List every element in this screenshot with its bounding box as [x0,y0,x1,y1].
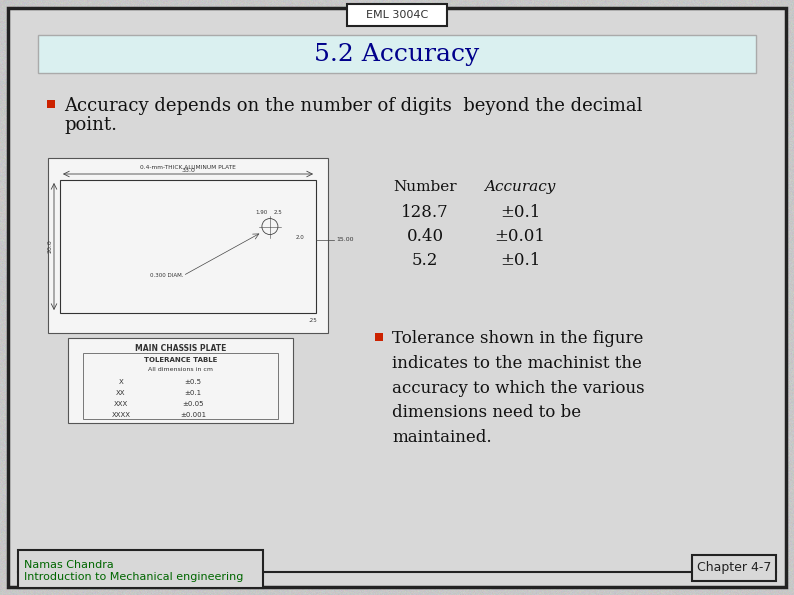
Text: 1.90: 1.90 [256,209,268,215]
Bar [375,333,383,341]
Text: 128.7: 128.7 [401,204,449,221]
Text: ±0.01: ±0.01 [495,228,545,245]
Text: 2.5: 2.5 [274,209,283,215]
Text: ±0.5: ±0.5 [184,379,202,385]
Bar [60,180,316,313]
Text: EML 3004C: EML 3004C [366,10,428,20]
Text: All dimensions in cm: All dimensions in cm [148,367,213,372]
Text: TOLERANCE TABLE: TOLERANCE TABLE [144,357,218,363]
Text: Number: Number [393,180,457,194]
Text: MAIN CHASSIS PLATE: MAIN CHASSIS PLATE [135,344,226,353]
Text: point.: point. [64,116,117,134]
Bar [18,550,263,588]
Text: Chapter 4-7: Chapter 4-7 [697,562,771,575]
Text: 0.300 DIAM.: 0.300 DIAM. [149,273,183,278]
Text: 15.00: 15.00 [336,237,353,242]
Text: ±0.05: ±0.05 [183,401,204,407]
Text: .25: .25 [309,318,318,323]
Bar [68,338,293,423]
Text: Introduction to Mechanical engineering: Introduction to Mechanical engineering [24,572,244,582]
Text: 2.0: 2.0 [295,234,304,240]
Text: XX: XX [116,390,125,396]
Bar [47,100,55,108]
Bar [38,35,756,73]
Text: Tolerance shown in the figure
indicates to the machinist the
accuracy to which t: Tolerance shown in the figure indicates … [392,330,645,446]
Text: 5.2: 5.2 [412,252,438,269]
Text: XXXX: XXXX [111,412,130,418]
Text: Accuracy depends on the number of digits  beyond the decimal: Accuracy depends on the number of digits… [64,97,642,115]
Text: X: X [118,379,123,385]
Bar [347,4,447,26]
Bar [48,158,328,333]
Text: 0.4-mm-THICK ALUMINUM PLATE: 0.4-mm-THICK ALUMINUM PLATE [140,165,236,170]
Text: 33.0: 33.0 [181,168,195,173]
Text: ±0.1: ±0.1 [499,204,540,221]
Bar [692,555,776,581]
Text: Accuracy: Accuracy [484,180,556,194]
Bar [83,353,278,419]
Text: Namas Chandra: Namas Chandra [24,560,114,570]
Text: 0.40: 0.40 [407,228,444,245]
Text: 20.0: 20.0 [47,240,52,253]
Text: ±0.1: ±0.1 [184,390,202,396]
Text: ±0.1: ±0.1 [499,252,540,269]
Text: ±0.001: ±0.001 [180,412,206,418]
Text: XXX: XXX [114,401,128,407]
Text: 5.2 Accuracy: 5.2 Accuracy [314,42,480,65]
